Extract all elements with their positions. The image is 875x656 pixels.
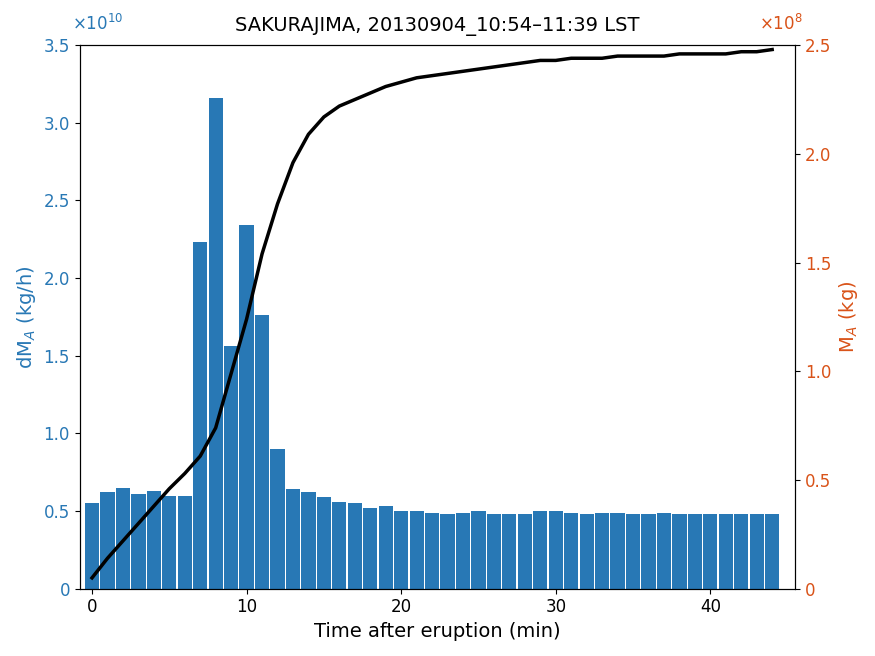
Text: $\times10^{10}$: $\times10^{10}$ (73, 14, 123, 34)
Bar (456, 512, 470, 588)
Bar (85, 503, 99, 588)
Bar (193, 243, 207, 588)
Bar (147, 491, 161, 588)
Bar (626, 514, 640, 588)
Bar (363, 508, 377, 588)
Bar (734, 514, 748, 588)
Bar (704, 514, 717, 588)
Bar (472, 511, 486, 588)
Bar (564, 512, 578, 588)
Bar (131, 494, 145, 588)
Bar (502, 514, 516, 588)
Bar (641, 514, 655, 588)
X-axis label: Time after eruption (min): Time after eruption (min) (314, 622, 561, 641)
Bar (688, 514, 702, 588)
Bar (533, 511, 548, 588)
Bar (718, 514, 733, 588)
Bar (332, 502, 346, 588)
Bar (765, 514, 780, 588)
Bar (611, 512, 625, 588)
Bar (162, 495, 177, 588)
Bar (425, 512, 439, 588)
Bar (286, 489, 300, 588)
Bar (178, 495, 192, 588)
Bar (317, 497, 331, 588)
Bar (301, 493, 316, 588)
Bar (750, 514, 764, 588)
Bar (549, 511, 563, 588)
Bar (224, 346, 238, 588)
Bar (579, 514, 594, 588)
Bar (379, 506, 393, 588)
Y-axis label: dM$_A$ (kg/h): dM$_A$ (kg/h) (15, 265, 38, 369)
Text: $\times10^{8}$: $\times10^{8}$ (759, 14, 802, 34)
Bar (255, 316, 270, 588)
Bar (240, 226, 254, 588)
Bar (116, 488, 130, 588)
Bar (101, 493, 115, 588)
Bar (657, 512, 671, 588)
Bar (518, 514, 532, 588)
Bar (347, 503, 362, 588)
Y-axis label: M$_A$ (kg): M$_A$ (kg) (837, 281, 860, 353)
Bar (270, 449, 284, 588)
Bar (394, 511, 409, 588)
Bar (440, 514, 455, 588)
Title: SAKURAJIMA, 20130904_10:54–11:39 LST: SAKURAJIMA, 20130904_10:54–11:39 LST (235, 17, 640, 36)
Bar (410, 511, 423, 588)
Bar (487, 514, 501, 588)
Bar (672, 514, 687, 588)
Bar (595, 512, 609, 588)
Bar (208, 98, 223, 588)
